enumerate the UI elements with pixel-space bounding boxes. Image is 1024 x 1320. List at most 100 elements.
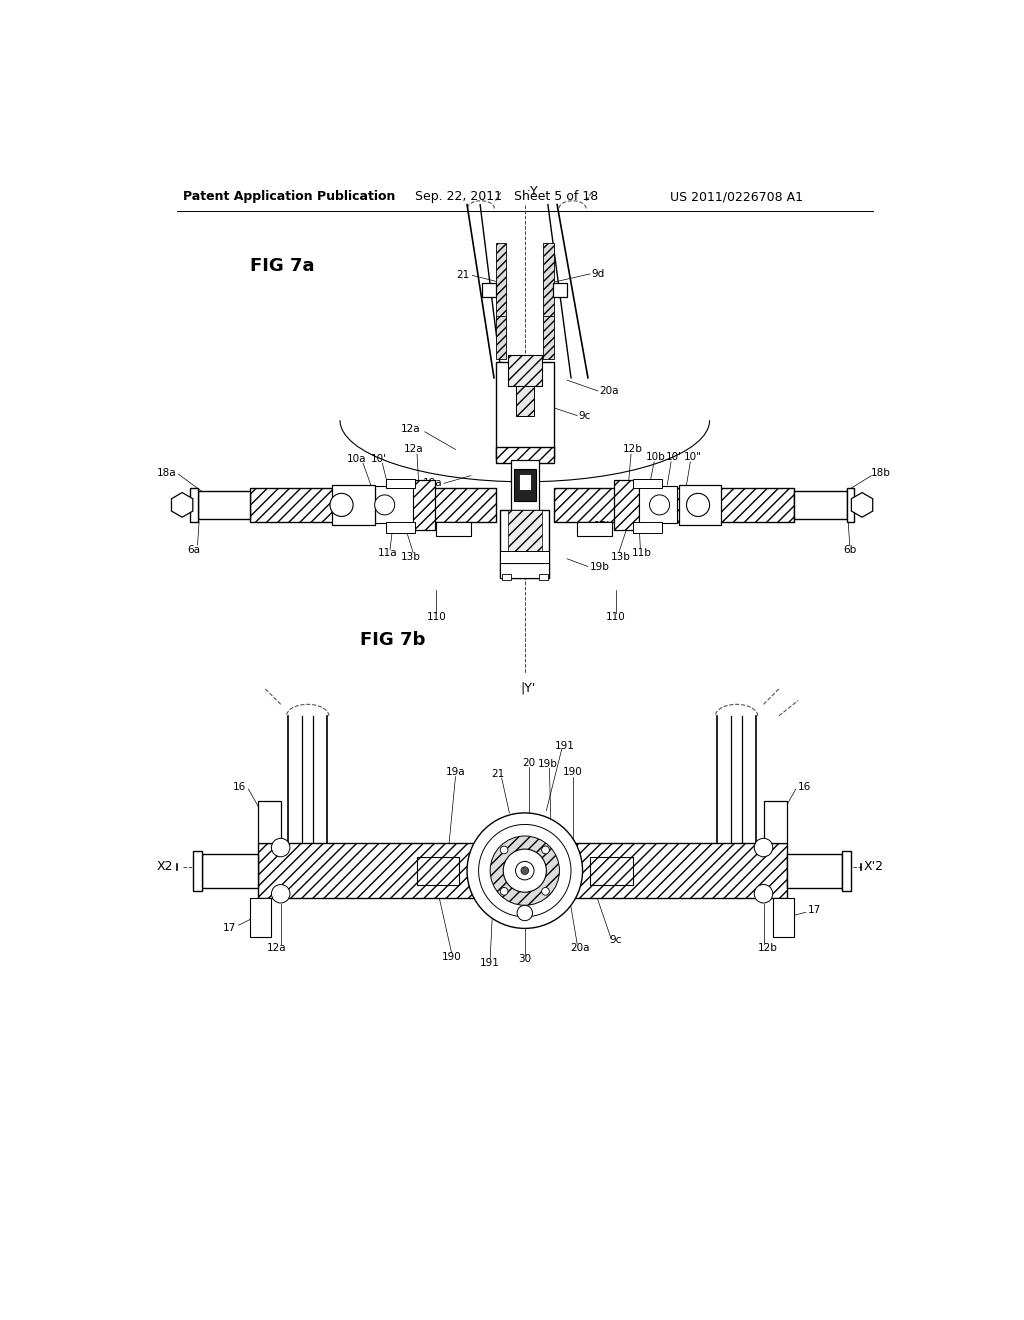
Text: 12b: 12b bbox=[623, 445, 642, 454]
Circle shape bbox=[467, 813, 583, 928]
Bar bbox=[250, 488, 496, 521]
Bar bbox=[386, 479, 416, 488]
Bar bbox=[544, 317, 554, 359]
Text: 10": 10" bbox=[684, 453, 701, 462]
Text: 17: 17 bbox=[808, 906, 821, 915]
Bar bbox=[386, 521, 416, 533]
Circle shape bbox=[503, 849, 547, 892]
Text: 20: 20 bbox=[522, 758, 536, 768]
Circle shape bbox=[375, 495, 394, 515]
Bar bbox=[202, 854, 258, 887]
Bar bbox=[417, 857, 460, 884]
Bar bbox=[679, 484, 721, 525]
Bar bbox=[258, 800, 281, 843]
Text: 20a: 20a bbox=[570, 942, 590, 953]
Bar bbox=[189, 488, 198, 521]
Text: 191: 191 bbox=[480, 958, 500, 968]
Bar bbox=[411, 480, 435, 529]
Text: US 2011/0226708 A1: US 2011/0226708 A1 bbox=[670, 190, 803, 203]
Bar bbox=[511, 461, 539, 512]
Text: 6b: 6b bbox=[843, 545, 856, 554]
Text: 15a: 15a bbox=[413, 523, 432, 533]
Bar bbox=[553, 284, 567, 297]
Text: 18a: 18a bbox=[157, 467, 176, 478]
Text: 21: 21 bbox=[492, 770, 505, 779]
Bar bbox=[250, 899, 271, 937]
Text: FIG 7a: FIG 7a bbox=[250, 257, 314, 275]
Bar bbox=[544, 243, 554, 321]
Bar bbox=[554, 488, 795, 521]
Bar bbox=[502, 574, 511, 581]
Bar bbox=[633, 479, 662, 488]
Bar bbox=[515, 385, 535, 416]
Bar bbox=[633, 521, 662, 533]
Bar bbox=[482, 284, 497, 297]
Text: 12a: 12a bbox=[401, 425, 421, 434]
Text: 30: 30 bbox=[518, 954, 531, 964]
Bar bbox=[786, 854, 842, 887]
Bar bbox=[496, 363, 554, 459]
Text: 10b: 10b bbox=[646, 453, 666, 462]
Bar bbox=[411, 480, 435, 529]
Bar bbox=[193, 850, 202, 891]
Bar bbox=[514, 469, 536, 502]
Circle shape bbox=[271, 884, 290, 903]
Text: Patent Application Publication: Patent Application Publication bbox=[183, 190, 395, 203]
Bar bbox=[614, 480, 639, 529]
Text: 19a: 19a bbox=[445, 767, 465, 777]
Text: 190: 190 bbox=[441, 952, 462, 962]
Bar bbox=[198, 491, 250, 519]
Text: 110: 110 bbox=[426, 611, 446, 622]
Bar bbox=[508, 355, 542, 385]
Text: |Y': |Y' bbox=[520, 682, 536, 696]
Circle shape bbox=[515, 862, 535, 880]
Text: 16: 16 bbox=[232, 783, 246, 792]
Bar bbox=[258, 843, 786, 899]
Text: 10a: 10a bbox=[347, 454, 367, 463]
Circle shape bbox=[490, 836, 559, 906]
Text: 16: 16 bbox=[798, 783, 811, 792]
Bar bbox=[773, 899, 795, 937]
Bar bbox=[764, 800, 786, 843]
Text: 15b: 15b bbox=[594, 521, 614, 532]
Bar bbox=[496, 317, 506, 359]
Circle shape bbox=[649, 495, 670, 515]
Text: 9c: 9c bbox=[609, 935, 622, 945]
Bar bbox=[496, 243, 506, 321]
Polygon shape bbox=[851, 492, 872, 517]
Circle shape bbox=[501, 846, 508, 854]
Circle shape bbox=[686, 494, 710, 516]
Bar bbox=[842, 850, 851, 891]
Bar bbox=[333, 484, 375, 525]
Bar bbox=[508, 511, 542, 578]
Text: 12a: 12a bbox=[267, 942, 287, 953]
Text: 12a: 12a bbox=[403, 445, 423, 454]
Bar bbox=[500, 511, 550, 578]
Bar bbox=[847, 488, 854, 521]
Bar bbox=[590, 857, 633, 884]
Bar bbox=[496, 447, 554, 462]
Text: 10': 10' bbox=[666, 453, 681, 462]
Bar bbox=[614, 480, 639, 529]
Text: X2: X2 bbox=[157, 861, 173, 874]
Bar bbox=[500, 562, 550, 578]
Text: ·Y: ·Y bbox=[527, 185, 539, 198]
Bar bbox=[250, 488, 496, 521]
Bar bbox=[496, 447, 554, 462]
Bar bbox=[795, 491, 847, 519]
Text: X'2: X'2 bbox=[863, 861, 884, 874]
Circle shape bbox=[755, 884, 773, 903]
Text: 6a: 6a bbox=[187, 545, 201, 554]
Text: 13b: 13b bbox=[401, 552, 421, 562]
Bar bbox=[539, 574, 548, 581]
Text: 21: 21 bbox=[456, 269, 469, 280]
Text: 11a: 11a bbox=[378, 548, 397, 557]
Text: 12b: 12b bbox=[758, 942, 777, 953]
Text: 19b: 19b bbox=[590, 561, 609, 572]
Text: 191: 191 bbox=[555, 741, 574, 751]
Bar bbox=[375, 487, 413, 524]
Bar bbox=[500, 552, 550, 562]
Bar bbox=[554, 488, 795, 521]
Polygon shape bbox=[171, 492, 193, 517]
Text: 9c: 9c bbox=[579, 411, 591, 421]
